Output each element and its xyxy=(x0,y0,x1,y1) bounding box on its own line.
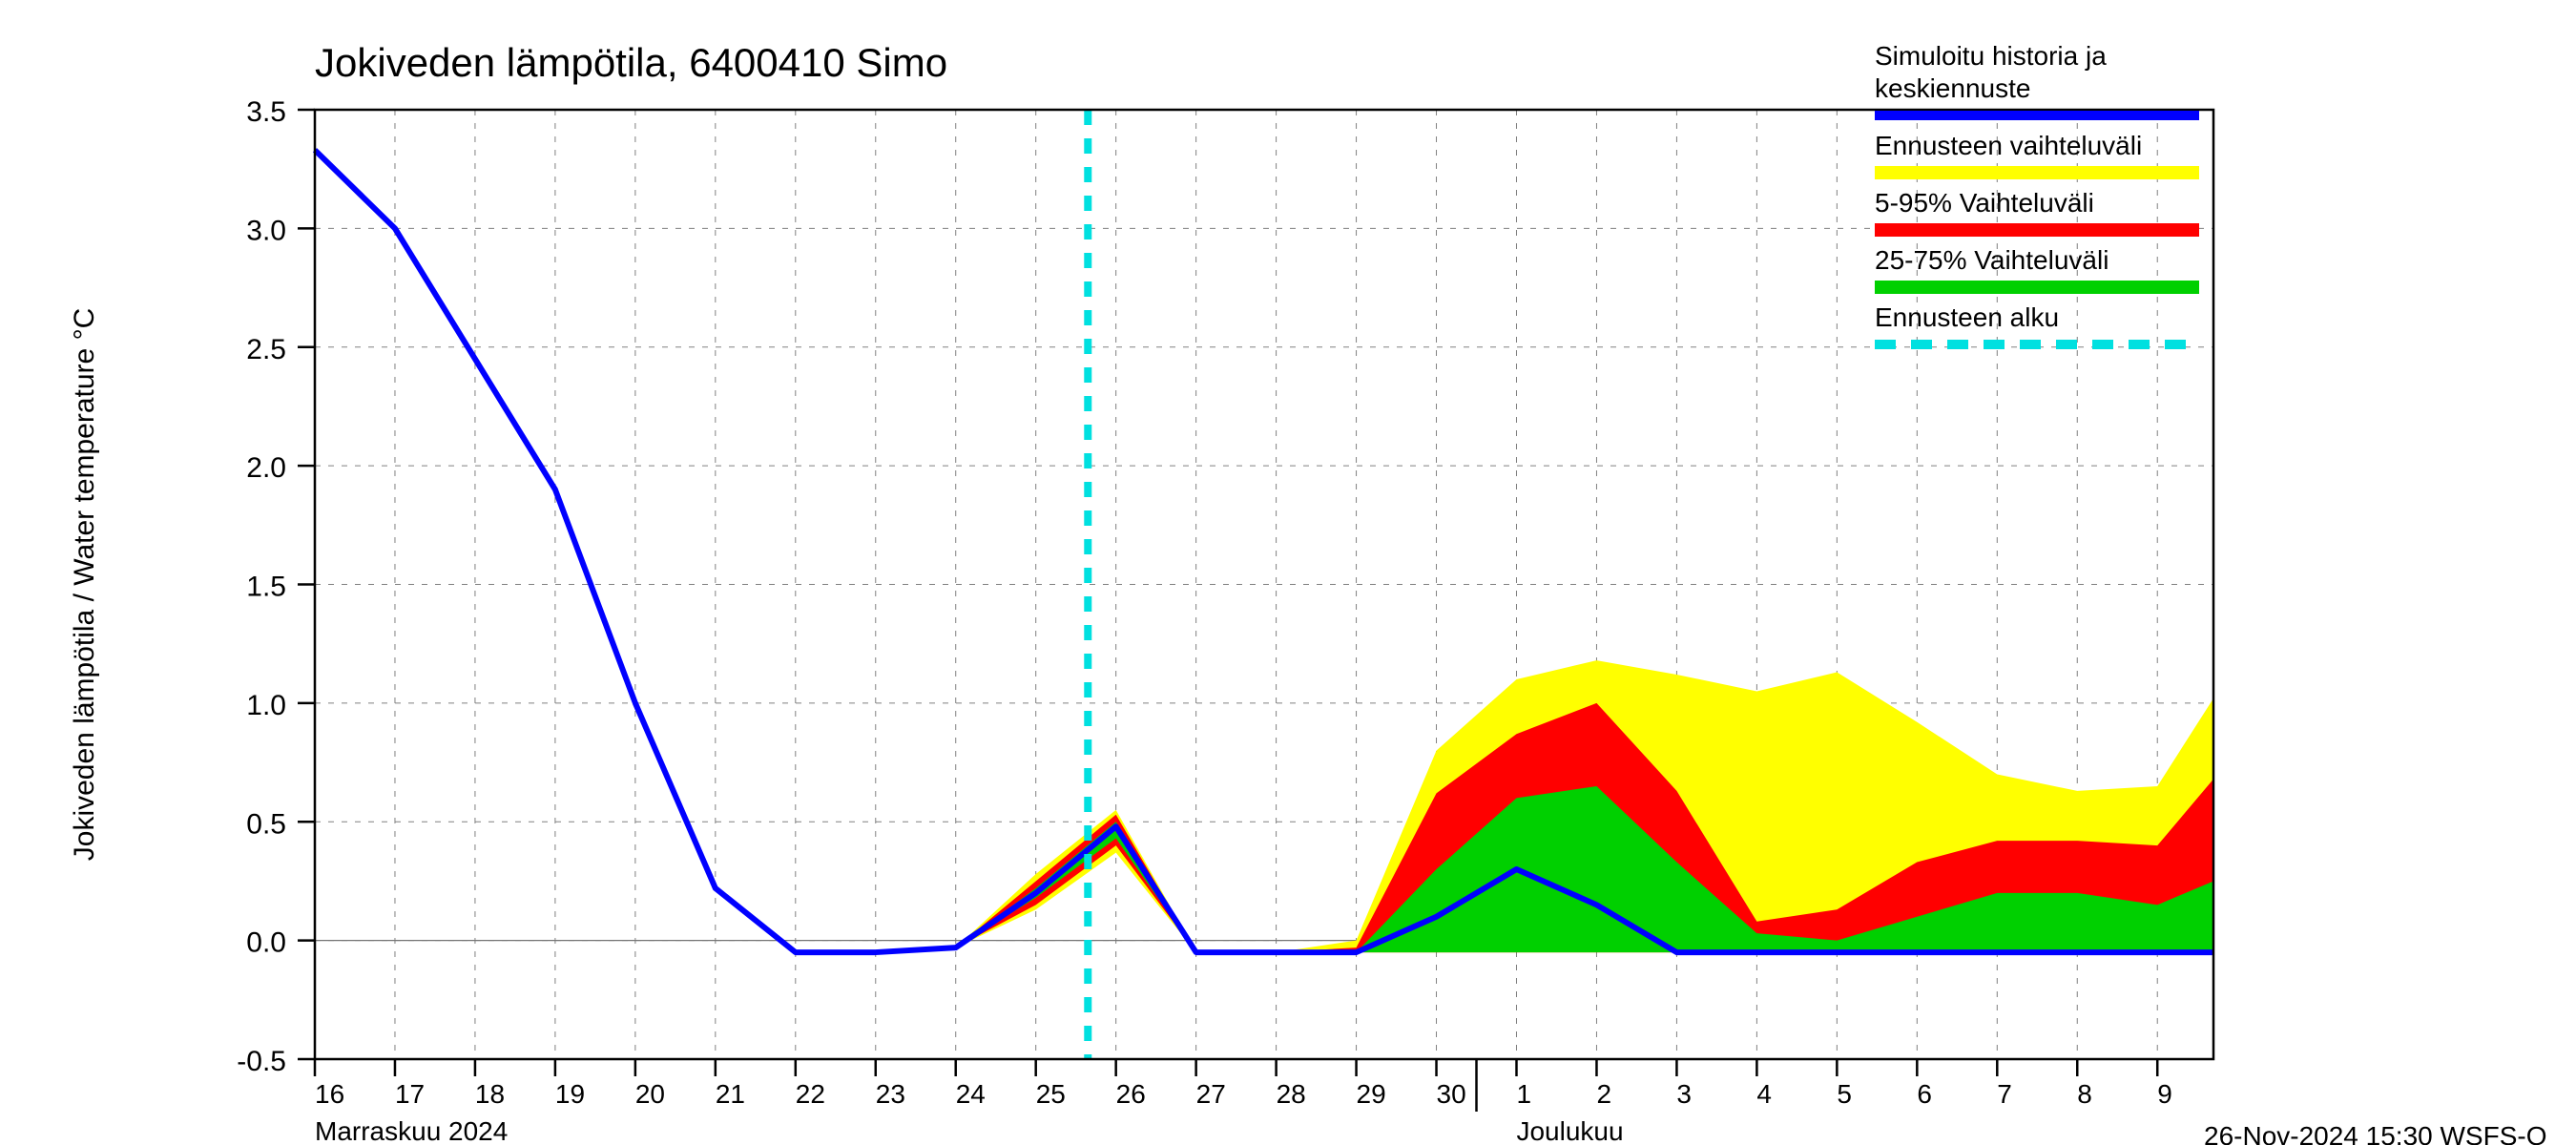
y-axis-label: Jokiveden lämpötila / Water temperature … xyxy=(69,308,100,861)
footer-timestamp: 26-Nov-2024 15:30 WSFS-O xyxy=(2204,1121,2547,1145)
svg-text:25-75% Vaihteluväli: 25-75% Vaihteluväli xyxy=(1875,245,2109,275)
svg-text:2: 2 xyxy=(1596,1079,1611,1109)
svg-text:0.5: 0.5 xyxy=(246,808,286,840)
svg-text:3: 3 xyxy=(1676,1079,1692,1109)
svg-text:27: 27 xyxy=(1196,1079,1226,1109)
svg-text:25: 25 xyxy=(1036,1079,1066,1109)
svg-text:22: 22 xyxy=(796,1079,825,1109)
svg-text:20: 20 xyxy=(635,1079,665,1109)
svg-text:5-95% Vaihteluväli: 5-95% Vaihteluväli xyxy=(1875,188,2094,218)
svg-text:24: 24 xyxy=(956,1079,986,1109)
svg-text:Simuloitu historia ja: Simuloitu historia ja xyxy=(1875,41,2107,71)
svg-text:4: 4 xyxy=(1756,1079,1772,1109)
svg-text:30: 30 xyxy=(1437,1079,1466,1109)
month1-fi: Marraskuu 2024 xyxy=(315,1116,508,1145)
svg-text:19: 19 xyxy=(555,1079,585,1109)
svg-text:9: 9 xyxy=(2157,1079,2172,1109)
svg-text:18: 18 xyxy=(475,1079,505,1109)
svg-text:8: 8 xyxy=(2077,1079,2092,1109)
svg-text:Ennusteen vaihteluväli: Ennusteen vaihteluväli xyxy=(1875,131,2142,160)
svg-text:28: 28 xyxy=(1277,1079,1306,1109)
svg-text:keskiennuste: keskiennuste xyxy=(1875,73,2030,103)
svg-text:Ennusteen alku: Ennusteen alku xyxy=(1875,302,2059,332)
svg-text:16: 16 xyxy=(315,1079,344,1109)
svg-text:1.5: 1.5 xyxy=(246,572,286,603)
svg-text:2.0: 2.0 xyxy=(246,452,286,484)
month2-fi: Joulukuu xyxy=(1516,1116,1623,1145)
svg-text:3.5: 3.5 xyxy=(246,96,286,128)
svg-text:26: 26 xyxy=(1116,1079,1146,1109)
svg-text:1.0: 1.0 xyxy=(246,690,286,721)
svg-text:1: 1 xyxy=(1516,1079,1531,1109)
svg-text:29: 29 xyxy=(1357,1079,1386,1109)
chart-svg: -0.50.00.51.01.52.02.53.03.5161718192021… xyxy=(0,0,2576,1145)
svg-text:7: 7 xyxy=(1997,1079,2012,1109)
svg-text:21: 21 xyxy=(716,1079,745,1109)
svg-text:0.0: 0.0 xyxy=(246,927,286,959)
svg-text:17: 17 xyxy=(395,1079,425,1109)
chart-title: Jokiveden lämpötila, 6400410 Simo xyxy=(315,40,947,85)
chart-container: -0.50.00.51.01.52.02.53.03.5161718192021… xyxy=(0,0,2576,1145)
svg-text:5: 5 xyxy=(1837,1079,1852,1109)
svg-text:3.0: 3.0 xyxy=(246,215,286,246)
svg-text:2.5: 2.5 xyxy=(246,334,286,365)
svg-text:23: 23 xyxy=(876,1079,905,1109)
svg-text:-0.5: -0.5 xyxy=(237,1046,286,1077)
svg-text:6: 6 xyxy=(1917,1079,1932,1109)
